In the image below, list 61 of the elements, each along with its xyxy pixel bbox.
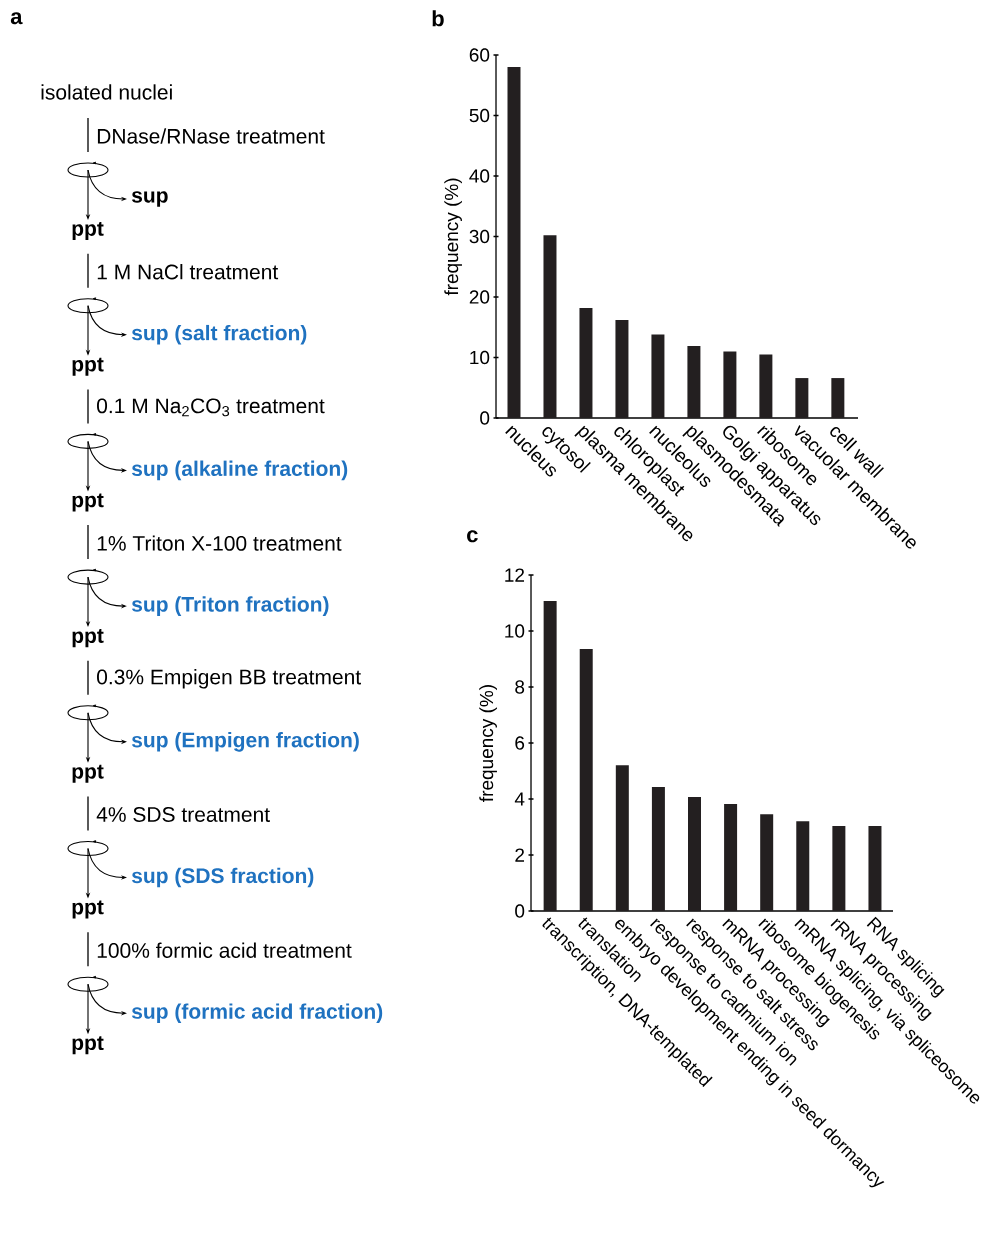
text: 0.3% Empigen BB treatment [97,669,361,689]
y-tick-label: 60 [469,48,490,62]
text: 4% SDS treatment [96,807,270,822]
y-tick-label: 6 [515,736,525,750]
y-tick-label: 0 [480,411,490,425]
text: ppt [72,357,104,376]
y-tick-label: 30 [469,229,490,244]
text: sup (formic acid fraction) [131,1003,383,1023]
text: ppt [72,900,104,919]
y-axis-title: frequency (%) [444,178,462,296]
text: 0.1 M Na$_{2}$CO$_{3}$ treatment [97,398,325,417]
bar [543,601,557,912]
y-tick-label: 50 [469,108,490,123]
bar [651,334,665,418]
y-tick-label: 20 [469,290,490,304]
y-tick-label: 10 [505,624,525,638]
bar [543,235,557,418]
bar [831,378,845,418]
bar [796,821,810,912]
text: ppt [72,1036,104,1055]
bar [687,346,701,418]
y-axis-title: frequency (%) [479,685,497,802]
bar [760,814,774,912]
y-tick-label: 0 [515,904,525,918]
bar [615,765,629,912]
bar [723,351,737,418]
bar [651,786,665,912]
chart-title: b [432,10,444,27]
text: ppt [72,629,104,648]
bar [688,797,701,912]
text: isolated nuclei [41,84,172,100]
bar [507,67,521,418]
text: ppt [72,221,104,241]
y-tick-label: 8 [515,680,525,694]
text: sup (Empigen fraction) [131,731,359,752]
text: DNase/RNase treatment [97,128,325,144]
text: 100% formic acid treatment [97,942,352,958]
text: sup (SDS fraction) [131,867,314,888]
text: ppt [72,493,104,512]
text: sup (alkaline fraction) [131,460,348,481]
bar [615,319,629,418]
y-tick-label: 2 [515,848,525,862]
text: 1% Triton X-100 treatment [97,535,342,551]
text: 1 M NaCl treatment [97,263,279,280]
chart-title: c [467,530,478,543]
text: a [10,12,23,25]
bar [832,825,846,912]
bar [759,354,773,418]
y-tick-label: 4 [514,792,525,806]
text: sup [131,191,168,207]
bar [579,307,593,418]
text: sup (salt fraction) [131,324,307,345]
bar [724,804,738,912]
y-tick-label: 10 [470,350,490,365]
text: sup (Triton fraction) [131,596,329,616]
y-tick-label: 12 [505,568,525,582]
text: ppt [72,764,104,783]
bar [868,825,882,912]
y-tick-label: 40 [469,169,490,183]
bar [795,378,809,418]
bar [579,648,593,912]
